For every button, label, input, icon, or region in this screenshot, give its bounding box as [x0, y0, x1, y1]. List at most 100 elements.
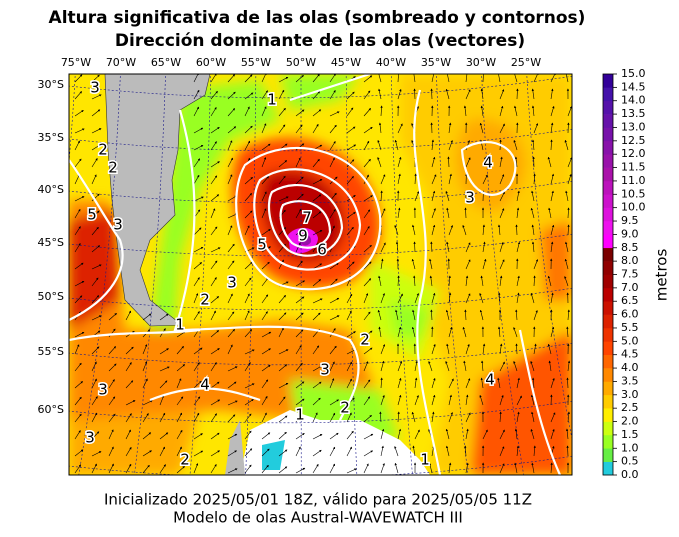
contour-label: 1: [175, 316, 185, 334]
colorbar-swatch: [603, 154, 613, 168]
vector: [565, 428, 569, 440]
vector: [312, 397, 321, 406]
vector: [125, 413, 132, 423]
vector: [244, 399, 254, 406]
colorbar-swatch: [603, 87, 613, 102]
colorbar-tick-label: 11.0: [621, 174, 646, 187]
vector: [564, 258, 569, 270]
vector: [329, 111, 340, 117]
vector: [377, 156, 382, 168]
vector: [363, 433, 374, 440]
colorbar-tick-label: 10.5: [621, 187, 646, 200]
vector: [464, 207, 467, 219]
vector: [261, 464, 269, 474]
vector: [482, 258, 487, 270]
vector: [261, 106, 267, 117]
vector: [515, 309, 518, 321]
lat-label: 40°S: [38, 183, 64, 196]
vector: [431, 394, 436, 406]
colorbar-swatch: [603, 327, 613, 342]
vector: [295, 280, 306, 287]
meridian: [69, 74, 76, 165]
vector: [397, 411, 400, 423]
vector: [329, 90, 336, 100]
vector: [377, 74, 382, 83]
vector: [278, 364, 288, 372]
vector: [516, 395, 522, 406]
vector: [159, 313, 169, 321]
contour-label: 5: [257, 236, 267, 254]
vector: [312, 345, 320, 355]
title: Altura significativa de las olas (sombre…: [49, 8, 586, 28]
vector: [547, 156, 552, 168]
vector: [567, 309, 570, 321]
vector: [463, 105, 467, 117]
vector: [261, 294, 269, 304]
vector: [532, 377, 535, 389]
vector: [448, 412, 453, 423]
contour-label: 1: [267, 91, 277, 109]
vector: [499, 191, 505, 202]
vector: [125, 380, 134, 389]
vector: [550, 173, 555, 185]
contour-label: 2: [108, 159, 118, 177]
vector: [498, 292, 501, 304]
vector: [227, 108, 236, 117]
vector: [516, 445, 520, 457]
vector: [193, 463, 199, 474]
vector: [482, 174, 488, 185]
colorbar-tick-label: 4.0: [621, 361, 639, 374]
vector: [531, 105, 535, 117]
vector: [448, 275, 451, 287]
colorbar-swatch: [603, 221, 613, 235]
vector: [516, 411, 520, 423]
colorbar-swatch: [603, 421, 613, 436]
vector: [363, 90, 371, 100]
vector: [91, 109, 101, 117]
vector: [565, 190, 569, 202]
vector: [550, 241, 554, 253]
vector: [378, 326, 382, 338]
vector: [210, 399, 221, 406]
vector: [278, 107, 286, 117]
vector: [346, 159, 355, 168]
colorbar-swatch: [603, 180, 613, 195]
vector: [465, 412, 471, 423]
vector: [499, 463, 505, 474]
vector: [108, 312, 117, 321]
vector: [244, 464, 252, 474]
vector: [91, 74, 100, 83]
colorbar-tick-label: 4.5: [621, 348, 639, 361]
vector: [346, 412, 352, 423]
vector: [193, 174, 200, 185]
vector: [550, 326, 555, 338]
vector: [91, 264, 102, 270]
vector: [531, 462, 535, 474]
colorbar-swatch: [603, 114, 613, 128]
vector: [514, 462, 518, 474]
vector: [445, 309, 450, 321]
lat-label: 35°S: [38, 131, 64, 144]
vector: [227, 243, 235, 253]
vector: [210, 208, 216, 219]
vector: [74, 140, 80, 151]
lon-label: 50°W: [286, 56, 316, 69]
vector: [193, 74, 199, 83]
vector: [74, 242, 81, 253]
vector: [464, 445, 467, 457]
vector: [363, 278, 372, 287]
vector: [312, 74, 320, 83]
meridian: [436, 74, 469, 475]
vector: [567, 157, 572, 168]
colorbar-swatch: [603, 301, 613, 315]
vector: [397, 394, 402, 406]
parallel: [69, 233, 572, 257]
vector: [210, 381, 220, 389]
vector: [312, 312, 321, 321]
vector: [329, 412, 336, 423]
vector: [108, 446, 114, 457]
vector: [210, 260, 218, 270]
vector: [295, 109, 305, 117]
